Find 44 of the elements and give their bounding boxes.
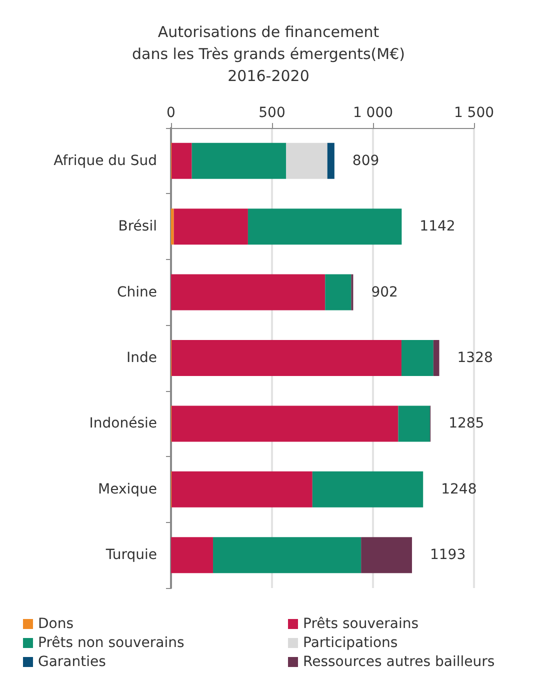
bar (286, 142, 328, 179)
bar (361, 537, 412, 574)
legend-label: Ressources autres bailleurs (303, 654, 495, 670)
bar (172, 142, 192, 179)
total-label: 902 (371, 284, 398, 300)
legend-label: Dons (38, 616, 74, 632)
y-tick-label: Turquie (104, 547, 157, 564)
total-label: 1285 (448, 416, 484, 432)
legend-label: Participations (303, 635, 398, 651)
legend-label: Garanties (38, 654, 106, 670)
bar (192, 142, 286, 179)
y-tick-label: Mexique (98, 481, 157, 498)
bar (327, 142, 334, 179)
legend-label: Prêts souverains (303, 616, 419, 632)
x-tick-label: 0 (166, 105, 176, 121)
bar (171, 274, 326, 310)
bar (172, 340, 402, 376)
y-tick-label: Chine (116, 284, 157, 300)
legend-label: Prêts non souverains (38, 635, 184, 651)
bar (172, 471, 312, 508)
y-tick-label: Indonésie (89, 416, 157, 432)
y-tick-label: Inde (126, 350, 157, 366)
bar (401, 340, 434, 376)
y-tick-label: Afrique du Sud (54, 152, 157, 169)
bar (171, 537, 214, 574)
bar (325, 274, 352, 310)
bar (172, 406, 398, 442)
bar (171, 208, 174, 245)
bar (174, 208, 248, 245)
total-label: 1248 (441, 481, 477, 498)
total-label: 1328 (457, 350, 493, 366)
x-tick-label: 500 (258, 105, 286, 121)
y-tick-label: Brésil (118, 218, 157, 235)
bar (433, 340, 440, 376)
x-tick-label: 1 500 (454, 105, 494, 121)
chart-title: Autorisations de financement dans les Très grands émergents(M€) 2016-2020 (132, 23, 405, 85)
total-label: 1142 (420, 218, 456, 235)
bar (398, 406, 430, 442)
bar (248, 208, 402, 245)
bar (312, 471, 424, 508)
total-label: 809 (352, 152, 380, 169)
bar (213, 537, 362, 574)
total-label: 1193 (430, 547, 466, 564)
x-tick-label: 1 000 (352, 105, 394, 121)
